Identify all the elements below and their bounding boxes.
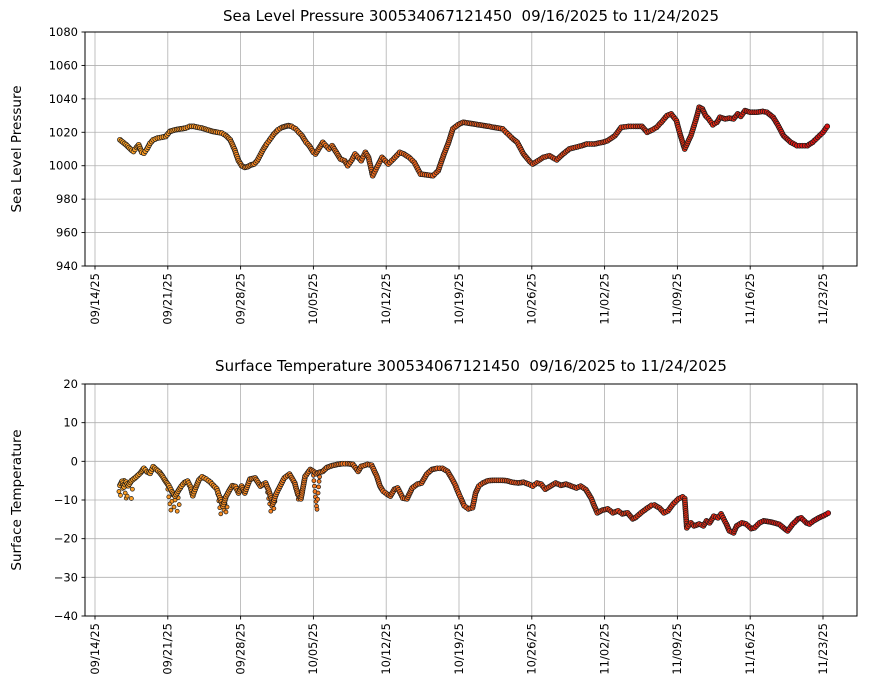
svg-text:0: 0 [71, 454, 78, 468]
svg-text:10/26/25: 10/26/25 [525, 273, 539, 325]
svg-text:10/26/25: 10/26/25 [525, 623, 539, 675]
svg-text:09/28/25: 09/28/25 [233, 273, 247, 325]
svg-text:980: 980 [56, 192, 78, 206]
svg-text:11/23/25: 11/23/25 [816, 623, 830, 675]
svg-text:960: 960 [56, 226, 78, 240]
svg-text:10: 10 [63, 416, 78, 430]
svg-text:1080: 1080 [49, 25, 78, 39]
svg-text:940: 940 [56, 259, 78, 273]
svg-text:10/05/25: 10/05/25 [306, 273, 320, 325]
pressure-plot-canvas: 1080 1060 1040 1020 1000 980 960 940 09/14/25 09/… [49, 25, 858, 325]
temperature-chart-title: Surface Temperature 300534067121450 09/1… [215, 357, 727, 375]
svg-text:1000: 1000 [49, 159, 78, 173]
sea-level-pressure-chart: Sea Level Pressure 300534067121450 09/16… [9, 7, 858, 325]
svg-text:09/28/25: 09/28/25 [233, 623, 247, 675]
svg-text:09/21/25: 09/21/25 [161, 623, 175, 675]
svg-text:−30: −30 [54, 570, 78, 584]
svg-text:09/21/25: 09/21/25 [161, 273, 175, 325]
svg-text:−20: −20 [54, 532, 78, 546]
svg-text:11/09/25: 11/09/25 [670, 273, 684, 325]
svg-text:11/02/25: 11/02/25 [597, 623, 611, 675]
svg-text:20: 20 [63, 377, 78, 391]
surface-temperature-chart: Surface Temperature 300534067121450 09/1… [0, 350, 870, 700]
svg-text:10/12/25: 10/12/25 [379, 273, 393, 325]
svg-text:10/19/25: 10/19/25 [452, 623, 466, 675]
pressure-chart-title: Sea Level Pressure 300534067121450 09/16… [222, 7, 720, 25]
svg-text:1020: 1020 [49, 125, 78, 139]
svg-text:10/19/25: 10/19/25 [452, 273, 466, 325]
svg-text:09/14/25: 09/14/25 [88, 623, 102, 675]
svg-text:1060: 1060 [49, 58, 78, 72]
svg-text:10/12/25: 10/12/25 [379, 623, 393, 675]
temperature-plot-canvas: 20 10 0 −10 −20 −30 −40 09/14/25 09/21/25 09/28/2… [54, 377, 858, 675]
svg-text:11/09/25: 11/09/25 [670, 623, 684, 675]
svg-text:11/16/25: 11/16/25 [743, 623, 757, 675]
svg-text:11/02/25: 11/02/25 [597, 273, 611, 325]
svg-text:−40: −40 [54, 609, 78, 623]
svg-text:1040: 1040 [49, 92, 78, 106]
svg-text:09/14/25: 09/14/25 [88, 273, 102, 325]
svg-text:11/23/25: 11/23/25 [816, 273, 830, 325]
svg-text:11/16/25: 11/16/25 [743, 273, 757, 325]
svg-text:10/05/25: 10/05/25 [306, 623, 320, 675]
svg-text:−10: −10 [54, 493, 78, 507]
